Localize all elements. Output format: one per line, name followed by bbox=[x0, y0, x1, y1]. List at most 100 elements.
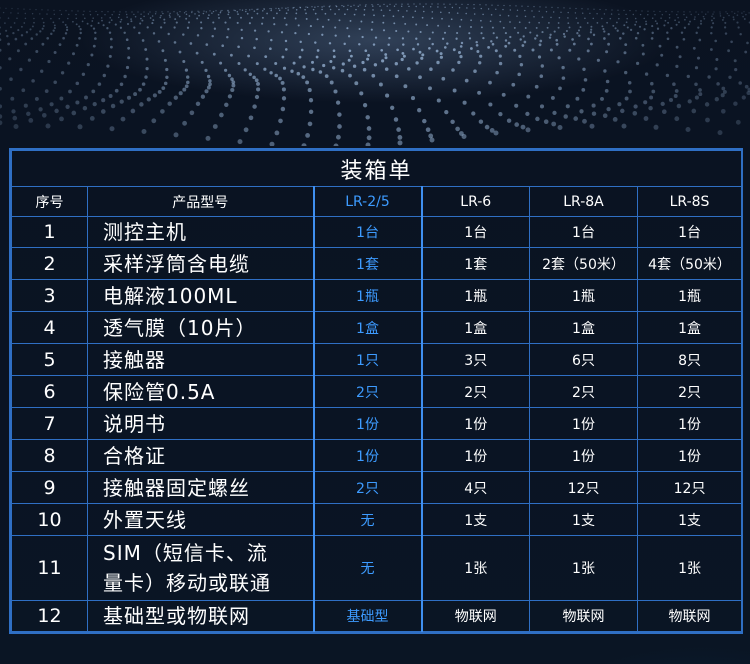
packing-list-table-frame: 装箱单 序号 产品型号 LR-2/5 LR-6 LR-8A LR-8S 1 测控… bbox=[9, 148, 743, 634]
decorative-dot bbox=[407, 30, 410, 33]
decorative-dot bbox=[182, 60, 186, 63]
decorative-dot bbox=[634, 17, 637, 20]
decorative-dot bbox=[428, 133, 434, 139]
cell-lr8a: 1份 bbox=[529, 439, 638, 472]
decorative-dot bbox=[35, 9, 37, 11]
decorative-dot bbox=[401, 3, 403, 5]
decorative-dot bbox=[720, 108, 726, 114]
decorative-dot bbox=[616, 60, 620, 64]
decorative-dot bbox=[0, 26, 1, 29]
decorative-dot bbox=[224, 21, 227, 24]
cell-lr8s: 4套（50米） bbox=[636, 247, 743, 280]
decorative-dot bbox=[204, 68, 208, 72]
decorative-dot bbox=[11, 7, 13, 10]
decorative-dot bbox=[524, 27, 527, 29]
decorative-dot bbox=[178, 50, 182, 54]
decorative-dot bbox=[119, 82, 124, 87]
decorative-dot bbox=[467, 3, 469, 6]
decorative-dot bbox=[643, 100, 648, 105]
decorative-dot bbox=[50, 17, 52, 20]
cell-lr25: 1瓶 bbox=[312, 279, 423, 312]
decorative-dot bbox=[710, 31, 713, 35]
decorative-dot bbox=[561, 65, 565, 70]
decorative-dot bbox=[255, 37, 258, 41]
decorative-dot bbox=[140, 13, 142, 15]
decorative-dot bbox=[567, 11, 569, 14]
decorative-dot bbox=[582, 67, 586, 71]
decorative-dot bbox=[571, 38, 574, 41]
row-product: 接触器固定螺丝 bbox=[87, 471, 314, 504]
decorative-dot bbox=[365, 4, 367, 6]
decorative-dot bbox=[612, 116, 618, 122]
decorative-dot bbox=[52, 21, 55, 24]
row-index: 1 bbox=[11, 216, 88, 248]
decorative-dot bbox=[215, 10, 217, 12]
decorative-dot bbox=[307, 88, 312, 93]
decorative-dot bbox=[469, 47, 473, 50]
decorative-dot bbox=[378, 82, 383, 87]
decorative-dot bbox=[161, 49, 165, 53]
decorative-dot bbox=[276, 12, 278, 15]
cell-lr8a: 2套（50米） bbox=[529, 247, 638, 280]
decorative-dot bbox=[719, 13, 721, 15]
decorative-dot bbox=[152, 19, 155, 22]
decorative-dot bbox=[470, 26, 472, 28]
decorative-dot bbox=[550, 95, 555, 100]
decorative-dot bbox=[0, 32, 2, 36]
decorative-dot bbox=[167, 32, 170, 36]
header-lr8a: LR-8A bbox=[529, 186, 638, 217]
decorative-dot bbox=[488, 102, 493, 107]
decorative-dot bbox=[311, 60, 314, 64]
decorative-dot bbox=[65, 104, 70, 109]
decorative-dot bbox=[108, 54, 112, 58]
decorative-dot bbox=[535, 116, 540, 122]
decorative-dot bbox=[736, 21, 739, 24]
decorative-dot bbox=[725, 11, 727, 13]
decorative-dot bbox=[114, 88, 119, 93]
decorative-dot bbox=[666, 31, 669, 34]
decorative-dot bbox=[200, 60, 204, 64]
decorative-dot bbox=[394, 62, 398, 66]
decorative-dot bbox=[704, 102, 710, 107]
decorative-dot bbox=[27, 58, 31, 62]
decorative-dot bbox=[191, 11, 193, 14]
decorative-dot bbox=[431, 17, 434, 20]
header-lr6: LR-6 bbox=[421, 186, 530, 217]
decorative-dot bbox=[72, 52, 75, 56]
decorative-dot bbox=[436, 98, 441, 103]
decorative-dot bbox=[710, 19, 713, 22]
header-product: 产品型号 bbox=[87, 186, 314, 217]
decorative-dot bbox=[53, 26, 56, 30]
decorative-dot bbox=[513, 48, 517, 52]
decorative-dot bbox=[545, 6, 547, 8]
decorative-dot bbox=[347, 35, 351, 38]
decorative-dot bbox=[712, 22, 715, 25]
decorative-dot bbox=[607, 42, 611, 46]
decorative-dot bbox=[604, 89, 609, 93]
decorative-dot bbox=[498, 54, 502, 58]
cell-lr6: 1套 bbox=[421, 247, 530, 280]
decorative-dot bbox=[677, 11, 679, 13]
decorative-dot bbox=[614, 27, 617, 30]
decorative-dot bbox=[493, 130, 499, 136]
decorative-dot bbox=[557, 125, 563, 130]
decorative-dot bbox=[160, 14, 162, 17]
decorative-dot bbox=[321, 6, 323, 8]
decorative-dot bbox=[705, 13, 707, 15]
decorative-dot bbox=[697, 13, 700, 16]
decorative-dot bbox=[169, 12, 171, 15]
cell-lr8s: 2只 bbox=[636, 375, 743, 408]
decorative-dot bbox=[110, 19, 113, 21]
decorative-dot bbox=[489, 20, 492, 23]
decorative-dot bbox=[538, 21, 540, 24]
decorative-dot bbox=[644, 72, 649, 76]
decorative-dot bbox=[173, 41, 177, 44]
decorative-dot bbox=[373, 14, 375, 17]
decorative-dot bbox=[94, 37, 97, 40]
decorative-dot bbox=[683, 11, 685, 13]
decorative-dot bbox=[11, 109, 16, 114]
decorative-dot bbox=[7, 17, 10, 19]
packing-list-table: 装箱单 序号 产品型号 LR-2/5 LR-6 LR-8A LR-8S 1 测控… bbox=[10, 150, 743, 632]
decorative-dot bbox=[541, 31, 544, 34]
decorative-dot bbox=[543, 119, 549, 125]
